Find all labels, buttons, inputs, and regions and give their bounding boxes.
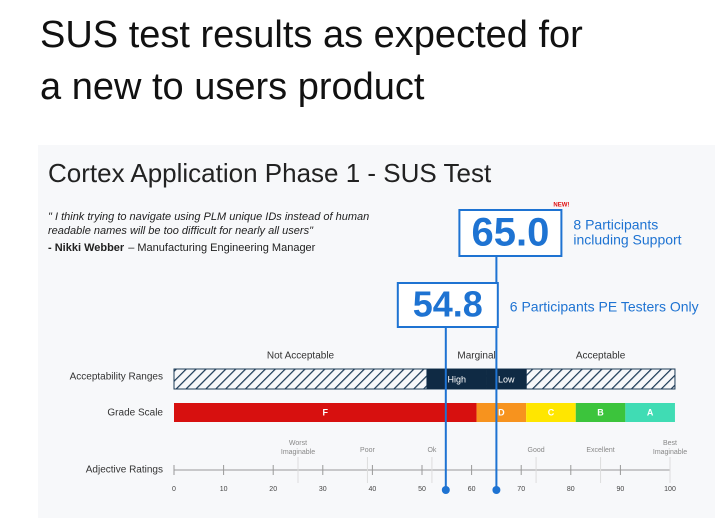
x-tick-label: 100 <box>664 486 676 493</box>
range-label: Marginal <box>457 351 495 362</box>
score-box <box>396 282 499 328</box>
x-tick-label: 60 <box>468 486 476 493</box>
row-label: Grade Scale <box>107 408 163 419</box>
adjective-label: Worst Imaginable <box>281 440 315 456</box>
quote: " I think trying to navigate using PLM u… <box>48 211 369 223</box>
score-badge: NEW! <box>553 203 569 209</box>
range-label: Not Acceptable <box>267 351 335 362</box>
grade-label: C <box>548 407 555 417</box>
grade-band <box>476 403 527 422</box>
x-tick-label: 30 <box>319 486 327 493</box>
x-tick-label: 90 <box>617 486 625 493</box>
score-dot <box>441 486 450 494</box>
acceptability-range <box>173 368 428 390</box>
marginal-part-label: High <box>447 374 466 384</box>
grade-label: B <box>597 407 604 417</box>
score-note: 6 Participants PE Testers Only <box>510 299 699 315</box>
heading-line: SUS test results as expected for <box>40 14 583 56</box>
x-tick-label: 70 <box>517 486 525 493</box>
grade-label: F <box>323 407 329 417</box>
grade-band <box>174 403 477 422</box>
score-note: including Support <box>573 232 681 248</box>
grade-band <box>526 403 576 422</box>
x-tick-label: 10 <box>220 486 228 493</box>
row-label: Adjective Ratings <box>86 465 163 476</box>
score-label: 65.0 <box>471 211 549 255</box>
quote: readable names will be too difficult for… <box>48 225 314 237</box>
grade-band <box>575 403 626 422</box>
adjective-label: Good <box>528 447 545 454</box>
adjective-label: Best Imaginable <box>653 440 687 456</box>
adjective-label: Excellent <box>586 447 614 454</box>
row-label: Acceptability Ranges <box>70 372 163 383</box>
score-note: 8 Participants <box>573 217 658 233</box>
slide-title: Cortex Application Phase 1 - SUS Test <box>48 158 492 188</box>
attribution: - Nikki Webber – Manufacturing Engineerin… <box>48 242 316 254</box>
slide-background <box>38 145 715 518</box>
attribution-name: - Nikki Webber <box>48 242 125 254</box>
adjective-label: Poor <box>360 447 375 454</box>
grade-label: A <box>647 407 654 417</box>
range-label: Acceptable <box>576 351 626 362</box>
grade-label: D <box>498 407 505 417</box>
marginal-part <box>426 369 487 389</box>
grade-band <box>625 403 675 422</box>
score-label: 54.8 <box>413 284 483 325</box>
marginal-part-label: Low <box>498 374 515 384</box>
x-tick-label: 20 <box>269 486 277 493</box>
acceptability-range <box>525 368 676 390</box>
x-tick-label: 0 <box>172 486 176 493</box>
attribution-role: – Manufacturing Engineering Manager <box>128 242 315 254</box>
score-box <box>458 209 563 257</box>
x-tick-label: 50 <box>418 486 426 493</box>
x-tick-label: 40 <box>369 486 377 493</box>
adjective-label: Ok <box>427 447 436 454</box>
x-tick-label: 80 <box>567 486 575 493</box>
heading-line: a new to users product <box>40 66 425 108</box>
score-dot <box>492 486 501 494</box>
